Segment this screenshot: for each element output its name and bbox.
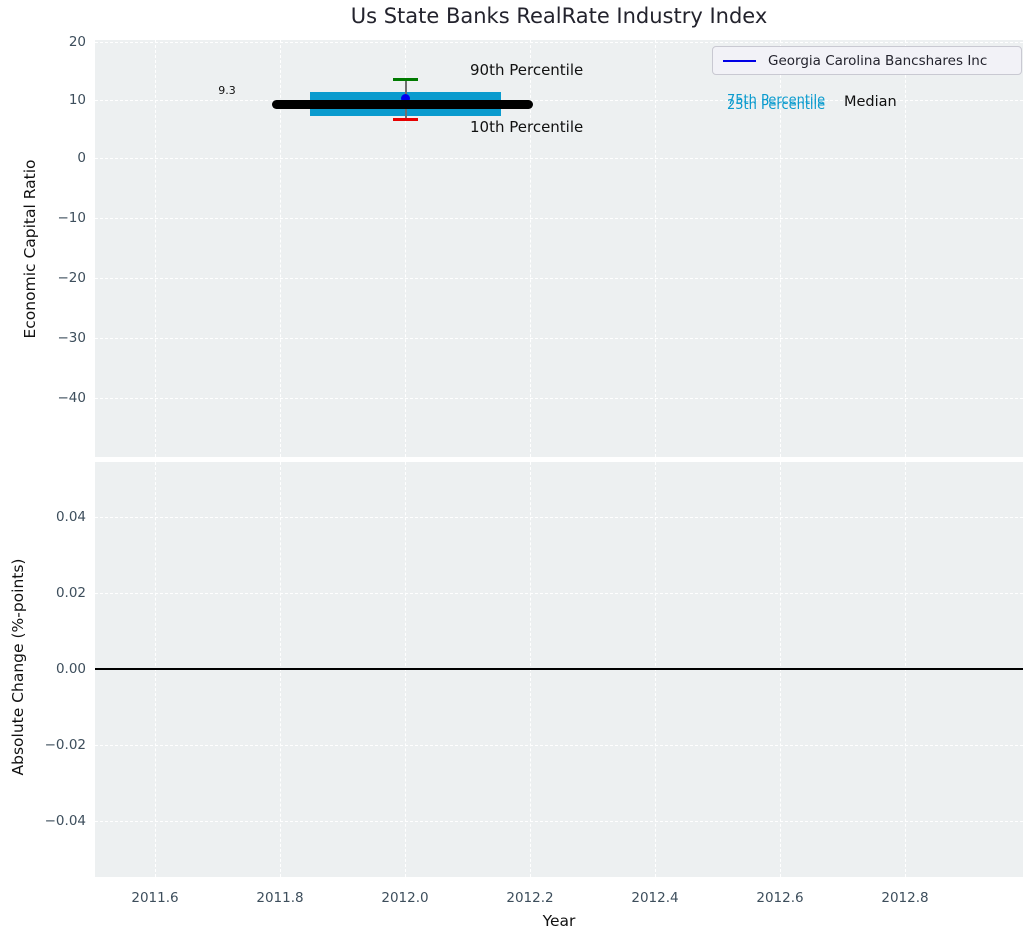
- x-tick-label: 2012.6: [756, 890, 804, 906]
- gridline: [95, 593, 1023, 594]
- x-tick-label: 2011.8: [256, 890, 304, 906]
- gridline: [155, 40, 156, 457]
- y-tick-label: 10: [68, 92, 86, 108]
- gridline: [95, 398, 1023, 399]
- median-annotation: Median: [844, 94, 897, 110]
- legend: Georgia Carolina Bancshares Inc: [712, 46, 1022, 75]
- x-tick-label: 2011.6: [131, 890, 179, 906]
- top-y-axis-label: Economic Capital Ratio: [21, 159, 39, 339]
- gridline: [95, 158, 1023, 159]
- gridline: [780, 40, 781, 457]
- y-tick-label: −0.02: [44, 737, 86, 753]
- p90-cap: [393, 78, 418, 81]
- p25-annotation: 25th Percentile: [727, 98, 826, 113]
- gridline: [95, 42, 1023, 43]
- y-tick-label: −0.04: [44, 813, 86, 829]
- y-tick-label: 0.04: [55, 509, 86, 525]
- chart-title: Us State Banks RealRate Industry Index: [350, 4, 768, 28]
- x-tick-label: 2012.0: [381, 890, 429, 906]
- gridline: [95, 278, 1023, 279]
- y-tick-label: 20: [68, 34, 86, 50]
- bottom-axes: [95, 462, 1023, 877]
- gridline: [655, 40, 656, 457]
- gridline: [95, 745, 1023, 746]
- p90-annotation: 90th Percentile: [470, 61, 584, 79]
- y-tick-label: −20: [57, 270, 87, 286]
- y-tick-label: 0.00: [55, 661, 86, 677]
- gridline: [405, 40, 406, 457]
- y-tick-label: 0.02: [55, 585, 86, 601]
- y-tick-label: −40: [57, 390, 87, 406]
- x-tick-label: 2012.2: [506, 890, 554, 906]
- x-tick-label: 2012.8: [881, 890, 929, 906]
- gridline: [530, 40, 531, 457]
- gridline: [280, 40, 281, 457]
- p10-annotation: 10th Percentile: [470, 118, 584, 136]
- gridline: [905, 40, 906, 457]
- y-tick-label: −10: [57, 210, 87, 226]
- x-tick-label: 2012.4: [631, 890, 679, 906]
- gridline: [95, 338, 1023, 339]
- p75-annotation: 75th Percentile: [727, 93, 826, 108]
- gridline: [95, 218, 1023, 219]
- legend-line-sample: [723, 59, 756, 62]
- p10-cap: [393, 118, 418, 121]
- legend-label: Georgia Carolina Bancshares Inc: [768, 52, 988, 69]
- top-axes: 9.3 90th Percentile 10th Percentile 75th…: [95, 40, 1023, 457]
- bottom-y-axis-label: Absolute Change (%-points): [9, 558, 27, 776]
- gridline: [95, 100, 1023, 101]
- median-line: [272, 100, 533, 109]
- y-tick-label: 0: [77, 150, 86, 166]
- company-marker: [401, 94, 410, 103]
- y-tick-label: −30: [57, 330, 87, 346]
- median-value-annotation: 9.3: [218, 84, 236, 97]
- x-axis-label: Year: [542, 912, 576, 930]
- gridline: [95, 821, 1023, 822]
- gridline: [95, 517, 1023, 518]
- zero-reference-line: [95, 668, 1023, 670]
